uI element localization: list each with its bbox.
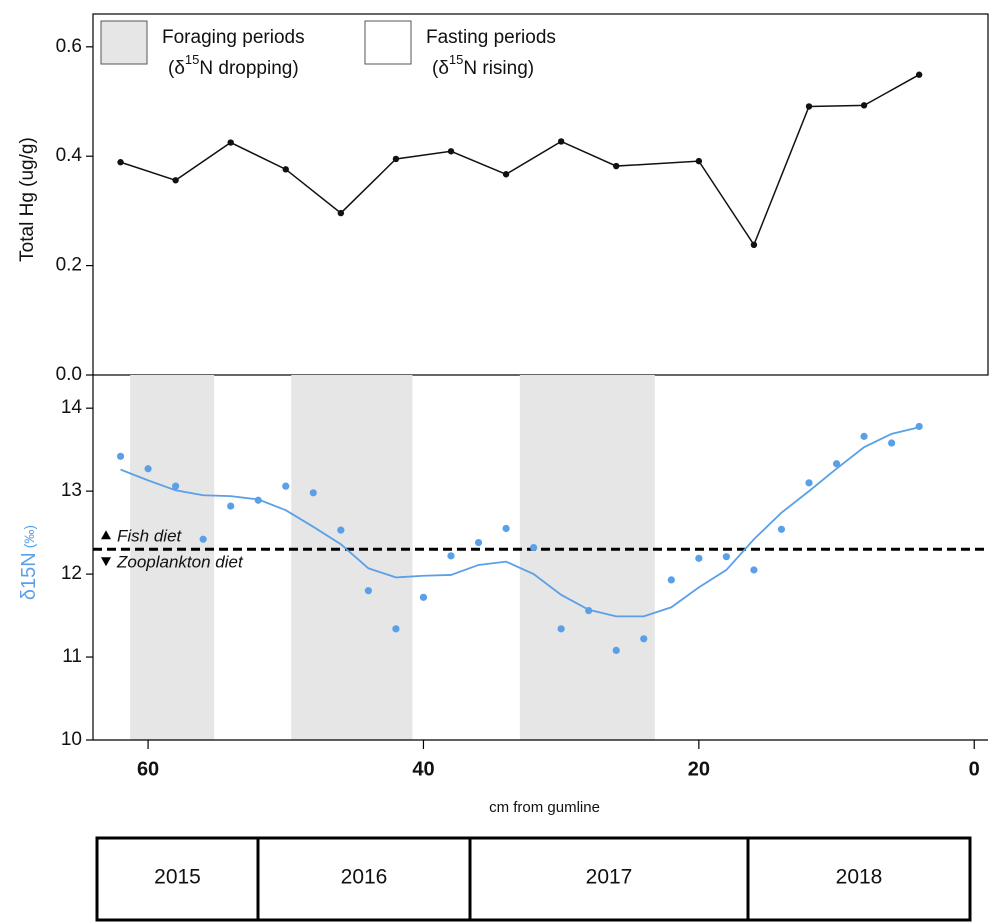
data-point <box>172 482 180 490</box>
y-tick-label: 10 <box>61 729 82 750</box>
x-tick-label: 0 <box>969 758 980 780</box>
year-cell: 2016 <box>341 866 388 889</box>
annotation: Fish diet <box>117 527 183 546</box>
data-point <box>530 543 538 552</box>
data-point <box>805 479 813 487</box>
data-point <box>392 155 400 163</box>
y-tick-label: 0.0 <box>56 364 82 385</box>
legend-swatch <box>364 20 412 65</box>
up-arrow <box>101 530 111 540</box>
data-point <box>667 576 675 584</box>
data-point <box>502 524 510 533</box>
data-point <box>364 587 372 595</box>
data-point <box>227 502 235 510</box>
data-point <box>612 646 620 655</box>
data-point <box>337 209 345 217</box>
note-text: (δ <box>168 58 185 79</box>
data-point <box>915 422 923 431</box>
legend-note: (δ15N dropping) <box>168 52 299 79</box>
data-point <box>557 625 565 633</box>
data-point <box>282 482 290 490</box>
year-cell: 2015 <box>154 866 201 889</box>
data-line <box>120 74 920 247</box>
data-point <box>447 552 455 560</box>
y-tick-label: 12 <box>61 563 82 584</box>
data-point <box>613 162 620 170</box>
data-point <box>722 553 730 561</box>
x-tick-label: 60 <box>137 758 159 780</box>
shaded-band <box>291 375 413 740</box>
data-point <box>309 489 317 497</box>
data-point <box>337 526 345 534</box>
y-label-main: δ15N <box>18 552 40 600</box>
annotation: Zooplankton diet <box>116 553 244 572</box>
y-label-unit: (‰) <box>21 525 37 548</box>
data-point <box>640 635 648 643</box>
note-sup: 15 <box>185 52 199 67</box>
data-point <box>750 241 758 249</box>
data-point <box>419 593 428 601</box>
x-axis-label: cm from gumline <box>489 799 600 816</box>
data-point <box>282 166 289 173</box>
data-point <box>144 465 152 473</box>
legend-swatch <box>100 20 148 65</box>
data-point <box>557 138 565 145</box>
data-point <box>117 159 124 166</box>
y-tick-label: 0.6 <box>56 36 82 57</box>
y-tick-label: 0.4 <box>56 145 83 166</box>
data-point <box>915 71 923 78</box>
data-point <box>750 566 758 574</box>
data-point <box>502 171 510 178</box>
y-tick-label: 11 <box>62 646 82 667</box>
trend-line <box>120 426 920 618</box>
y-tick-label: 14 <box>61 397 83 418</box>
data-point <box>695 554 703 562</box>
note-text: N rising) <box>463 58 534 79</box>
data-point <box>199 535 207 543</box>
data-point <box>695 157 703 165</box>
shaded-band <box>130 375 215 740</box>
data-point <box>392 625 400 633</box>
legend-label: Fasting periods <box>426 27 556 48</box>
down-arrow <box>101 557 111 567</box>
x-tick-label: 40 <box>412 758 434 780</box>
y-axis-label: δ15N (‰) <box>18 525 40 600</box>
shaded-band <box>519 375 655 740</box>
data-point <box>172 177 179 184</box>
note-text: N dropping) <box>199 58 298 79</box>
year-table <box>95 836 972 922</box>
data-point <box>447 148 455 155</box>
x-tick-label: 20 <box>688 758 710 780</box>
year-cell: 2017 <box>586 866 633 889</box>
data-point <box>832 460 841 468</box>
data-point <box>777 525 786 533</box>
data-point <box>805 103 813 110</box>
note-sup: 15 <box>449 52 463 67</box>
year-cell: 2018 <box>836 866 883 889</box>
data-point <box>227 139 234 146</box>
legend-note: (δ15N rising) <box>432 52 534 79</box>
data-point <box>860 102 868 109</box>
data-point <box>888 439 896 447</box>
y-tick-label: 0.2 <box>56 255 82 276</box>
note-text: (δ <box>432 58 449 79</box>
data-point <box>860 432 868 440</box>
y-tick-label: 13 <box>61 480 82 501</box>
data-point <box>474 538 483 547</box>
y-axis-label: Total Hg (ug/g) <box>17 137 38 262</box>
legend-label: Foraging periods <box>162 27 305 48</box>
data-point <box>116 452 125 460</box>
